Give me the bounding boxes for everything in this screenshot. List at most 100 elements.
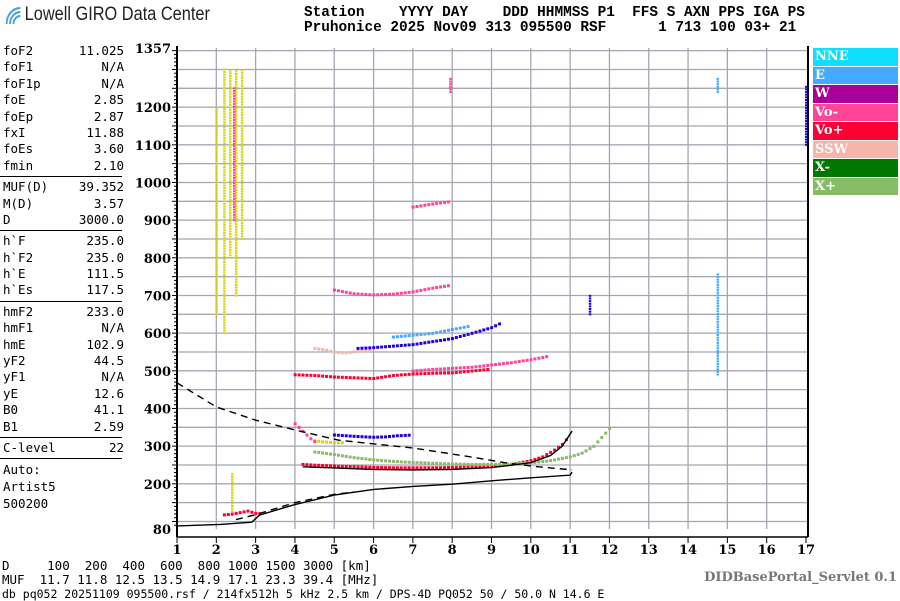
echo-point: [240, 235, 244, 238]
echo-point: [223, 216, 226, 219]
echo-point: [229, 219, 232, 222]
echo-point: [387, 435, 391, 439]
echo-point: [229, 69, 232, 72]
echo-point: [486, 462, 490, 466]
separator: [0, 230, 122, 232]
echo-point: [604, 431, 608, 435]
legend-item-voplus: Vo+: [813, 122, 898, 140]
echo-point: [229, 98, 232, 101]
echo-point: [240, 82, 244, 85]
echo-point: [240, 85, 244, 88]
echo-point: [580, 451, 584, 455]
echo-point: [407, 372, 411, 376]
echo-point: [525, 358, 529, 362]
echo-point: [229, 135, 232, 138]
echo-point: [505, 361, 509, 365]
echo-point: [233, 147, 236, 150]
echo-point: [596, 440, 600, 444]
param-row: D 3000.0: [0, 212, 124, 228]
echo-point: [231, 481, 234, 484]
echo-point: [321, 463, 325, 467]
echo-point: [313, 463, 317, 467]
echo-point: [446, 367, 450, 371]
echo-point: [399, 334, 403, 338]
echo-point: [313, 440, 317, 444]
echo-point: [223, 84, 226, 87]
echo-point: [533, 460, 537, 464]
echo-point: [240, 121, 244, 124]
echo-point: [240, 195, 244, 198]
param-name: yF1: [3, 369, 26, 385]
header-line-2: Pruhonice 2025 Nov09 313 095500 RSF 1 71…: [304, 20, 797, 36]
echo-point: [805, 127, 808, 130]
echo-point: [450, 366, 454, 370]
param-value: 2.87: [93, 108, 124, 124]
echo-point: [233, 158, 236, 161]
echo-point: [423, 288, 427, 292]
echo-point: [229, 240, 232, 243]
echo-point: [541, 455, 545, 459]
echo-point: [215, 226, 218, 229]
echo-point: [533, 357, 537, 361]
echo-point: [215, 123, 218, 126]
echo-point: [431, 367, 435, 371]
echo-point: [234, 157, 238, 160]
echo-point: [233, 95, 236, 98]
echo-point: [229, 74, 232, 77]
echo-point: [215, 197, 218, 200]
echo-point: [215, 152, 218, 155]
echo-point: [215, 205, 218, 208]
echo-point: [474, 465, 478, 469]
echo-point: [215, 173, 218, 176]
echo-point: [387, 344, 391, 348]
echo-point: [215, 213, 218, 216]
echo-point: [240, 71, 244, 74]
echo-point: [231, 478, 234, 481]
echo-point: [407, 460, 411, 464]
echo-point: [439, 466, 443, 470]
echo-point: [215, 273, 218, 276]
echo-point: [805, 88, 808, 91]
echo-point: [553, 448, 557, 452]
echo-point: [435, 201, 439, 205]
echo-point: [240, 116, 244, 119]
echo-point: [240, 211, 244, 214]
echo-point: [240, 182, 244, 185]
echo-point: [403, 334, 407, 338]
echo-point: [427, 466, 431, 470]
echo-point: [805, 106, 808, 109]
echo-point: [490, 464, 494, 468]
echo-point: [229, 233, 232, 236]
echo-point: [223, 89, 226, 92]
echo-point: [234, 112, 238, 115]
echo-point: [498, 362, 502, 366]
echo-point: [387, 459, 391, 463]
dashed-profile-curve: [176, 382, 573, 471]
echo-point: [391, 434, 395, 438]
x-tick-label: 3: [251, 543, 260, 558]
echo-point: [240, 185, 244, 188]
echo-point: [486, 363, 490, 367]
echo-point: [215, 199, 218, 202]
echo-point: [234, 207, 238, 210]
param-name: M(D): [3, 195, 34, 211]
echo-point: [234, 101, 238, 104]
echo-point: [395, 460, 399, 464]
legend-item-e: E: [813, 66, 898, 84]
echo-point: [360, 376, 364, 380]
echo-point: [399, 344, 403, 348]
echo-point: [380, 293, 384, 297]
y-tick-label: 1100: [135, 139, 171, 154]
echo-point: [336, 441, 340, 445]
echo-point: [588, 310, 592, 313]
echo-point: [716, 80, 720, 83]
x-tick-label: 15: [718, 543, 736, 558]
y-tick-label: 1000: [135, 176, 171, 191]
echo-point: [233, 187, 236, 190]
x-tick-label: 6: [369, 543, 378, 558]
echo-point: [805, 93, 808, 96]
echo-point: [233, 111, 236, 114]
echo-point: [399, 373, 403, 377]
param-row: fmin 2.10: [0, 158, 124, 174]
echo-point: [233, 142, 236, 145]
